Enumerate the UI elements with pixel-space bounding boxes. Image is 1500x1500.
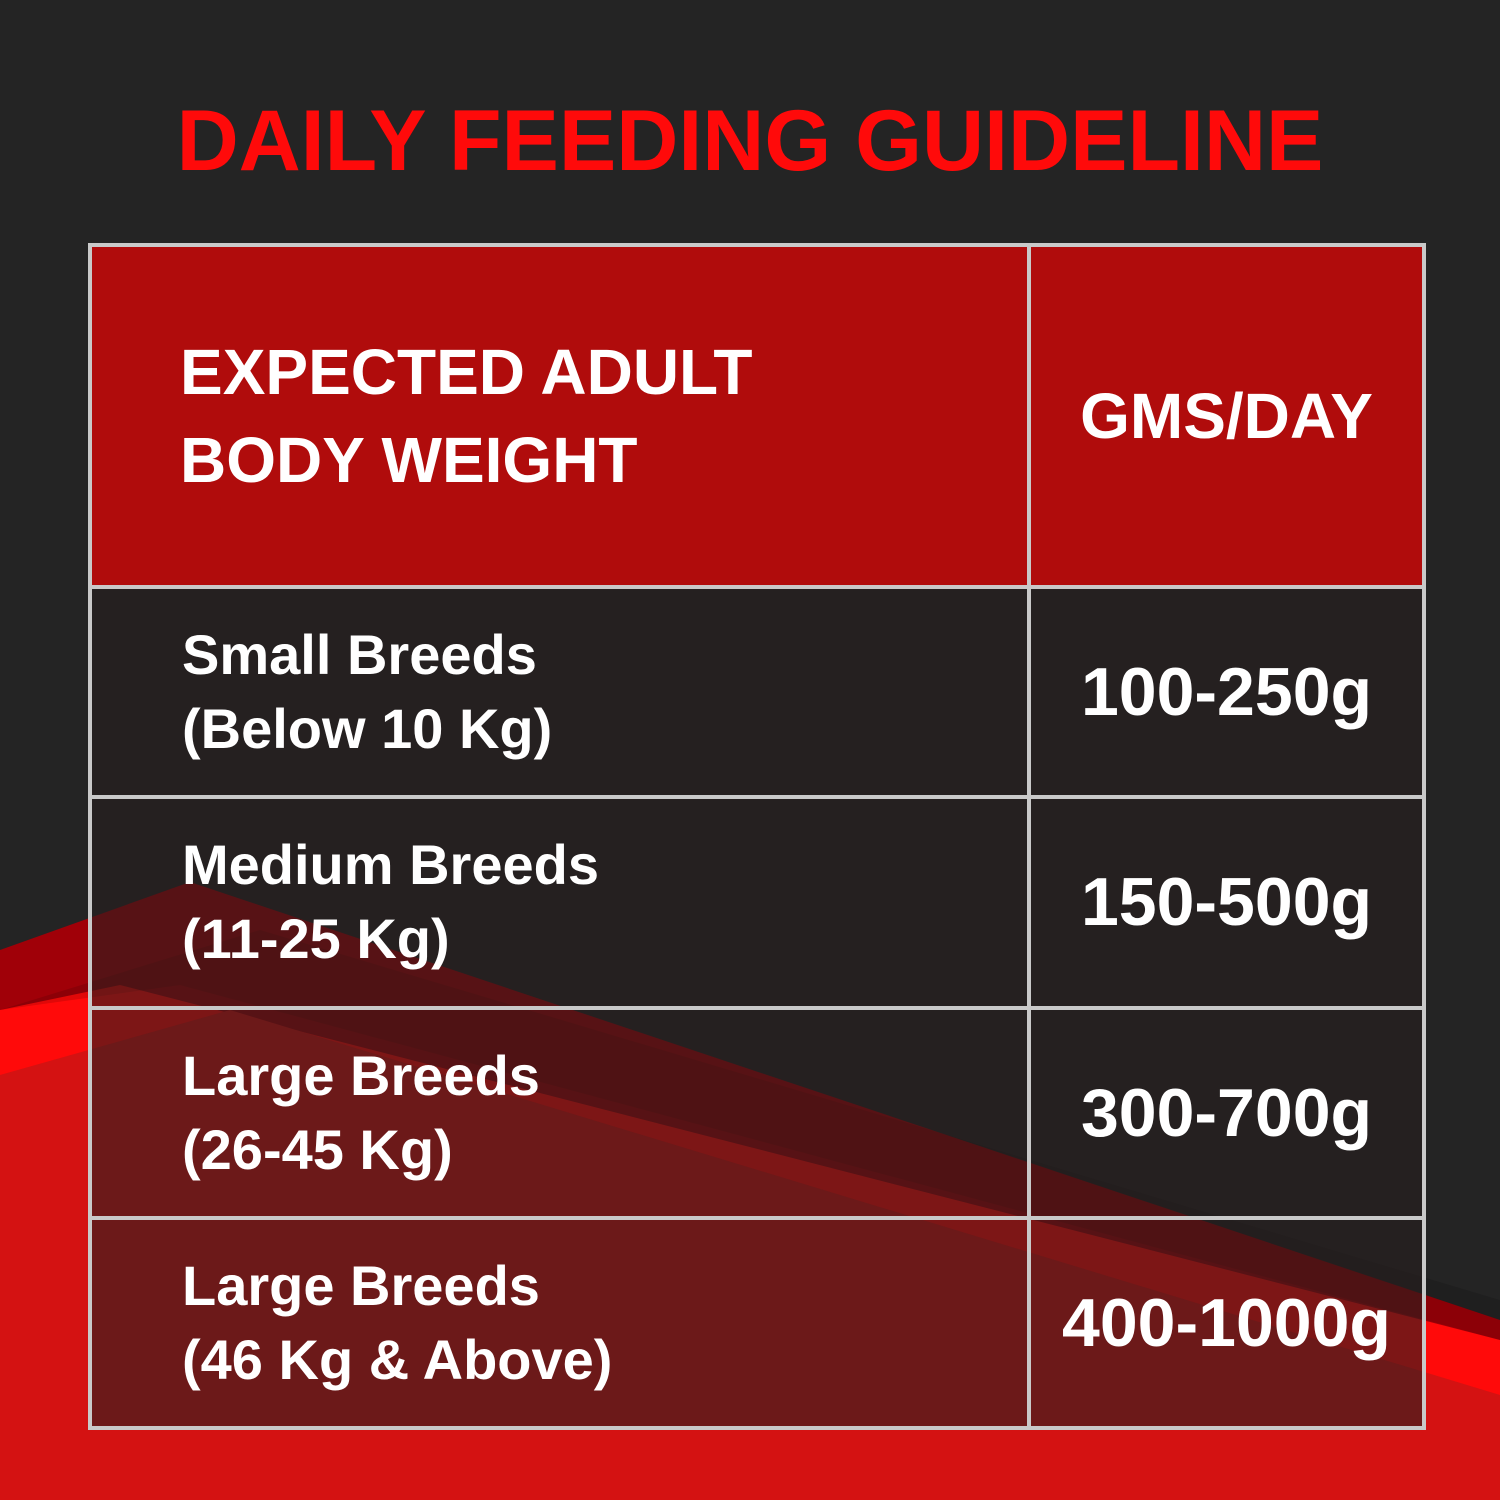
header-gms-day: GMS/DAY (1027, 242, 1426, 590)
header-line-2: BODY WEIGHT (180, 424, 638, 497)
weight-range: (Below 10 Kg) (182, 697, 553, 761)
weight-cell: Medium Breeds (11-25 Kg) (88, 795, 1031, 1010)
feeding-table: EXPECTED ADULT BODY WEIGHT GMS/DAY Small… (88, 242, 1426, 1431)
amount-cell: 150-500g (1027, 795, 1426, 1010)
table-header-row: EXPECTED ADULT BODY WEIGHT GMS/DAY (88, 242, 1426, 590)
breed-label: Small Breeds (182, 623, 537, 687)
breed-label: Large Breeds (182, 1043, 540, 1107)
breed-label: Large Breeds (182, 1253, 540, 1317)
table-row: Small Breeds (Below 10 Kg) 100-250g (88, 585, 1426, 800)
amount-cell: 300-700g (1027, 1005, 1426, 1220)
header-line-1: EXPECTED ADULT (180, 336, 753, 409)
table-row: Large Breeds (26-45 Kg) 300-700g (88, 1005, 1426, 1220)
amount-cell: 100-250g (1027, 585, 1426, 800)
page-title: DAILY FEEDING GUIDELINE (176, 93, 1324, 189)
breed-label: Medium Breeds (182, 833, 599, 897)
amount-cell: 400-1000g (1027, 1215, 1426, 1431)
weight-cell: Large Breeds (26-45 Kg) (88, 1005, 1031, 1220)
table-row: Large Breeds (46 Kg & Above) 400-1000g (88, 1215, 1426, 1431)
weight-range: (11-25 Kg) (182, 907, 450, 971)
weight-cell: Small Breeds (Below 10 Kg) (88, 585, 1031, 800)
header-body-weight: EXPECTED ADULT BODY WEIGHT (88, 242, 1031, 590)
weight-cell: Large Breeds (46 Kg & Above) (88, 1215, 1031, 1431)
weight-range: (26-45 Kg) (182, 1117, 453, 1181)
weight-range: (46 Kg & Above) (182, 1327, 613, 1391)
table-row: Medium Breeds (11-25 Kg) 150-500g (88, 795, 1426, 1010)
